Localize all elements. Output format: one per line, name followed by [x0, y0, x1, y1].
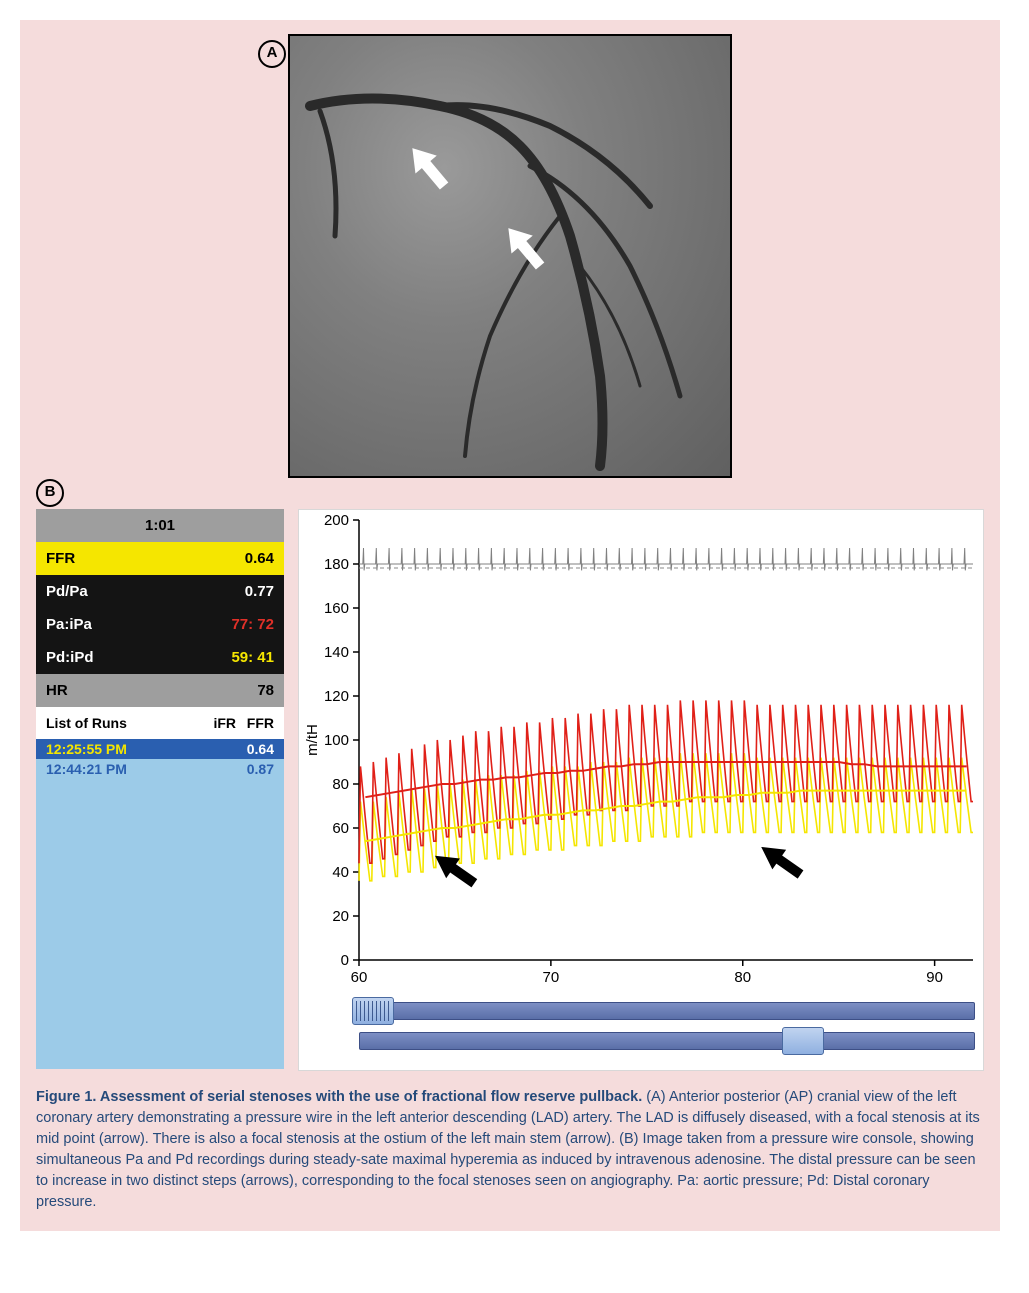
- run-ifr: [198, 761, 236, 777]
- svg-text:60: 60: [332, 820, 349, 837]
- console-row-value: 0.77: [245, 583, 274, 600]
- console-time: 1:01: [36, 509, 284, 542]
- pressure-chart: 0 20 40 60 80 100 120 140 160 180 200 60 70 80 90 m/tH: [298, 509, 984, 1071]
- console-row-paipa: Pa:iPa 77: 72: [36, 608, 284, 641]
- console-row-label: Pd/Pa: [46, 583, 88, 600]
- console-row-hr: HR 78: [36, 674, 284, 707]
- svg-text:180: 180: [324, 556, 349, 573]
- console-row-label: Pd:iPd: [46, 649, 94, 666]
- svg-text:70: 70: [543, 969, 560, 986]
- svg-text:120: 120: [324, 688, 349, 705]
- run-time: 12:25:55 PM: [46, 741, 198, 757]
- chart-slider-handle[interactable]: [782, 1027, 824, 1055]
- runs-header-name: List of Runs: [46, 715, 198, 731]
- run-ffr: 0.87: [236, 761, 274, 777]
- console-row-value: 78: [257, 682, 274, 699]
- ffr-console: 1:01 FFR 0.64 Pd/Pa 0.77 Pa:iPa 77: 72 Pd:iPd 5…: [36, 509, 284, 1069]
- console-row-ffr: FFR 0.64: [36, 542, 284, 575]
- svg-text:60: 60: [351, 969, 368, 986]
- angiogram-image: [288, 34, 732, 478]
- run-row[interactable]: 12:25:55 PM 0.64: [36, 739, 284, 759]
- figure-caption: Figure 1. Assessment of serial stenoses …: [36, 1087, 984, 1213]
- runs-list: 12:25:55 PM 0.64 12:44:21 PM 0.87: [36, 739, 284, 1069]
- svg-text:160: 160: [324, 600, 349, 617]
- console-row-value: 77: 72: [231, 616, 274, 633]
- console-row-pdipd: Pd:iPd 59: 41: [36, 641, 284, 674]
- svg-text:90: 90: [926, 969, 943, 986]
- run-time: 12:44:21 PM: [46, 761, 198, 777]
- svg-text:80: 80: [734, 969, 751, 986]
- svg-text:140: 140: [324, 644, 349, 661]
- run-row[interactable]: 12:44:21 PM 0.87: [36, 759, 284, 779]
- svg-text:200: 200: [324, 512, 349, 529]
- runs-header-ifr: iFR: [198, 715, 236, 731]
- panel-a: A: [36, 34, 984, 483]
- svg-text:100: 100: [324, 732, 349, 749]
- console-row-label: HR: [46, 682, 68, 699]
- runs-header: List of Runs iFR FFR: [36, 707, 284, 739]
- caption-body: (A) Anterior posterior (AP) cranial view…: [36, 1089, 980, 1210]
- svg-text:80: 80: [332, 776, 349, 793]
- console-row-pdpa: Pd/Pa 0.77: [36, 575, 284, 608]
- panel-a-label: A: [258, 40, 286, 68]
- svg-text:40: 40: [332, 864, 349, 881]
- console-row-value: 59: 41: [231, 649, 274, 666]
- panel-b: B 1:01 FFR0.64Pd/Pa0.77Pa:iPa77: 72Pd:iP…: [36, 509, 984, 1071]
- pressure-chart-svg: 0 20 40 60 80 100 120 140 160 180 200 60 70 80 90 m/tH: [299, 510, 983, 1070]
- chart-slider-handle[interactable]: [352, 997, 394, 1025]
- runs-header-ffr: FFR: [236, 715, 274, 731]
- chart-slider-track[interactable]: [359, 1002, 975, 1020]
- run-ffr: 0.64: [236, 741, 274, 757]
- svg-text:20: 20: [332, 908, 349, 925]
- svg-text:m/tH: m/tH: [304, 724, 321, 756]
- chart-slider-track[interactable]: [359, 1032, 975, 1050]
- svg-text:0: 0: [341, 952, 349, 969]
- console-row-label: FFR: [46, 550, 75, 567]
- run-ifr: [198, 741, 236, 757]
- panel-b-label: B: [36, 479, 64, 507]
- console-row-label: Pa:iPa: [46, 616, 92, 633]
- console-row-value: 0.64: [245, 550, 274, 567]
- figure-container: A B 1:01 FFR 0.64 Pd/Pa 0.77 Pa:iPa 77: 72 Pd:…: [20, 20, 1000, 1231]
- caption-title: Figure 1. Assessment of serial stenoses …: [36, 1089, 642, 1105]
